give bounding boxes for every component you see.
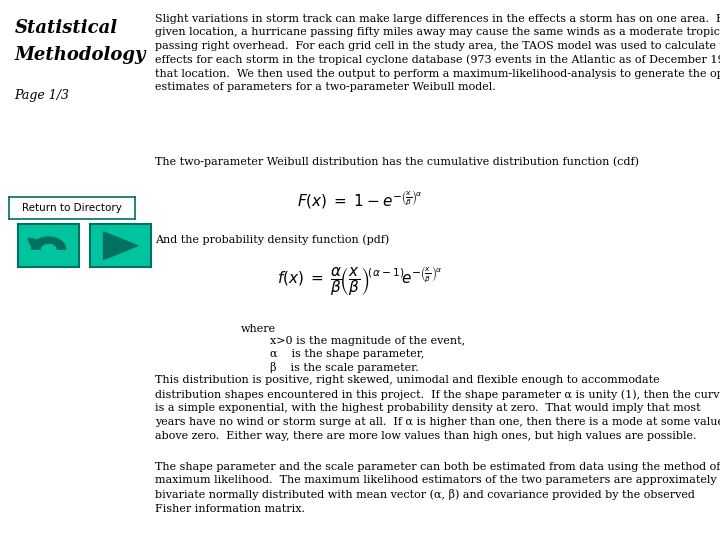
Text: β    is the scale parameter.: β is the scale parameter. — [270, 362, 419, 373]
Text: The two-parameter Weibull distribution has the cumulative distribution function : The two-parameter Weibull distribution h… — [155, 157, 639, 167]
Text: Slight variations in storm track can make large differences in the effects a sto: Slight variations in storm track can mak… — [155, 14, 720, 92]
Polygon shape — [32, 237, 66, 249]
Text: Return to Directory: Return to Directory — [22, 203, 122, 213]
Text: $F(x)\;=\;1-e^{-\left(\frac{x}{\beta}\right)^{\!\alpha}}$: $F(x)\;=\;1-e^{-\left(\frac{x}{\beta}\ri… — [297, 189, 423, 211]
Polygon shape — [104, 232, 138, 260]
Text: where: where — [241, 324, 276, 334]
Text: $f(x)\;=\;\dfrac{\alpha}{\beta}\!\left(\dfrac{x}{\beta}\right)^{\!(\alpha-1)}\!e: $f(x)\;=\;\dfrac{\alpha}{\beta}\!\left(\… — [277, 265, 443, 298]
Text: The shape parameter and the scale parameter can both be estimated from data usin: The shape parameter and the scale parame… — [155, 462, 720, 514]
Text: x>0 is the magnitude of the event,: x>0 is the magnitude of the event, — [270, 336, 465, 346]
Text: And the probability density function (pdf): And the probability density function (pd… — [155, 235, 389, 246]
Text: Page 1/3: Page 1/3 — [14, 89, 69, 102]
Text: Methodology: Methodology — [14, 46, 146, 64]
Text: α    is the shape parameter,: α is the shape parameter, — [270, 349, 424, 359]
Text: Statistical: Statistical — [14, 19, 117, 37]
Text: This distribution is positive, right skewed, unimodal and flexible enough to acc: This distribution is positive, right ske… — [155, 375, 720, 441]
